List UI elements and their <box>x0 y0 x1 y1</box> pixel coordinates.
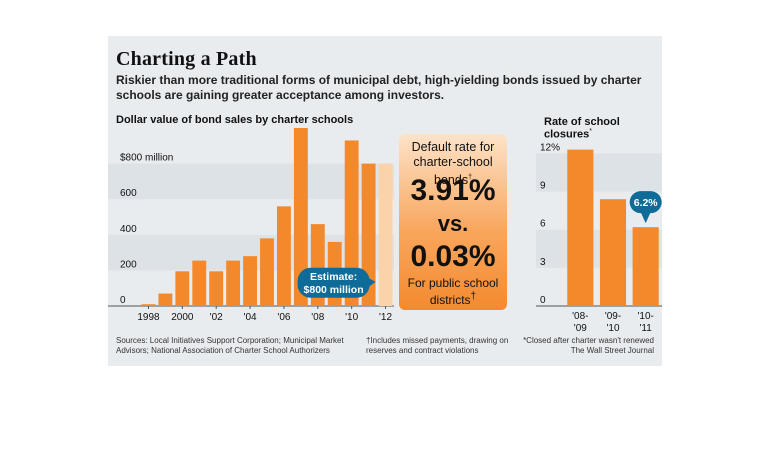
callout-pointer <box>640 212 651 224</box>
y-tick-label: 0 <box>540 295 546 306</box>
x-tick-label: 1998 <box>137 312 160 323</box>
x-tick-label: '04 <box>244 312 257 323</box>
callout-line-2: $800 million <box>304 284 364 296</box>
default-rate-label: Default rate for charter-school bonds† <box>399 140 507 188</box>
chart-title: Charting a Path <box>116 48 257 70</box>
bar <box>209 271 224 306</box>
default-rate-box: Default rate for charter-school bonds† 3… <box>399 134 507 310</box>
bar <box>599 199 627 306</box>
estimate-callout: Estimate:$800 million <box>297 267 376 298</box>
versus-text: vs. <box>437 211 469 236</box>
bar <box>344 140 359 306</box>
closure-chart-title-text: Rate of school closures <box>544 116 620 141</box>
x-tick-label: '06 <box>277 312 290 323</box>
y-tick-label: 600 <box>120 188 137 199</box>
public-rate-dagger: † <box>470 291 477 302</box>
closure-title-mark: * <box>589 128 592 135</box>
callout-line-1: Estimate: <box>310 271 357 283</box>
x-tick-label: '08- <box>572 311 588 322</box>
chart-subtitle: Riskier than more traditional forms of m… <box>116 73 642 102</box>
bar <box>260 238 274 306</box>
bar-estimate <box>378 163 393 306</box>
bar <box>567 149 594 306</box>
y-tick-label: 200 <box>120 259 137 270</box>
x-tick-label: '02 <box>210 312 223 323</box>
default-rate-dagger: † <box>468 174 472 181</box>
dagger-note: †Includes missed payments, drawing on re… <box>366 336 509 355</box>
bar <box>192 260 207 306</box>
callout-text: 6.2% <box>634 197 659 209</box>
x-tick-label: '11 <box>640 323 653 334</box>
closure-note: *Closed after charter wasn't renewed <box>523 336 654 345</box>
credit-line: The Wall Street Journal <box>570 346 654 355</box>
default-rate-label-text: Default rate for charter-school bonds <box>411 140 495 188</box>
bar <box>226 260 241 306</box>
bond-chart-title: Dollar value of bond sales by charter sc… <box>116 114 354 126</box>
bar <box>632 227 659 306</box>
y-tick-label: 0 <box>120 295 126 306</box>
y-tick-label: 12% <box>540 142 560 153</box>
x-tick-label: '12 <box>379 312 392 323</box>
public-rate-label-text: For public school districts <box>407 276 499 307</box>
y-tick-label: 6 <box>540 219 546 230</box>
x-tick-label: 2000 <box>171 312 194 323</box>
y-tick-label: $800 million <box>120 153 173 164</box>
bar <box>175 271 190 306</box>
closure-chart-title: Rate of school closures* <box>544 116 662 141</box>
callout-bubble <box>297 267 370 298</box>
public-rate-label: For public school districts† <box>399 276 507 307</box>
callout-bubble <box>629 191 662 214</box>
closure-callout: 6.2% <box>629 191 662 224</box>
x-tick-label: '09- <box>605 311 621 322</box>
bar <box>276 206 291 306</box>
charter-default-rate: 3.91% <box>410 174 496 207</box>
y-tick-label: 400 <box>120 224 137 235</box>
bond-sales-chart: 0 200 400 600 $800 million 1998 2000 '02 '04 '06 '… <box>108 128 394 323</box>
chart-panel: Charting a Path Riskier than more tradit… <box>108 36 662 366</box>
bar <box>361 163 376 306</box>
bar <box>158 293 173 306</box>
bar <box>141 304 156 306</box>
callout-pointer <box>367 277 376 288</box>
x-tick-label: '10 <box>606 323 619 334</box>
sources-note: Sources: Local Initiatives Support Corpo… <box>116 336 344 355</box>
y-tick-label: 9 <box>540 181 546 192</box>
x-tick-label: '10- <box>637 311 653 322</box>
y-tick-label: 3 <box>540 257 546 268</box>
x-tick-label: '08 <box>311 312 324 323</box>
public-default-rate: 0.03% <box>410 240 496 273</box>
bar <box>243 256 258 306</box>
school-closures-chart: 0 3 6 9 12% '08-'09 '09-'10 '10-'11 6.2% <box>536 142 662 334</box>
x-tick-label: '10 <box>345 312 358 323</box>
y-band <box>536 153 662 192</box>
x-tick-label: '09 <box>574 323 587 334</box>
bar <box>293 128 308 306</box>
